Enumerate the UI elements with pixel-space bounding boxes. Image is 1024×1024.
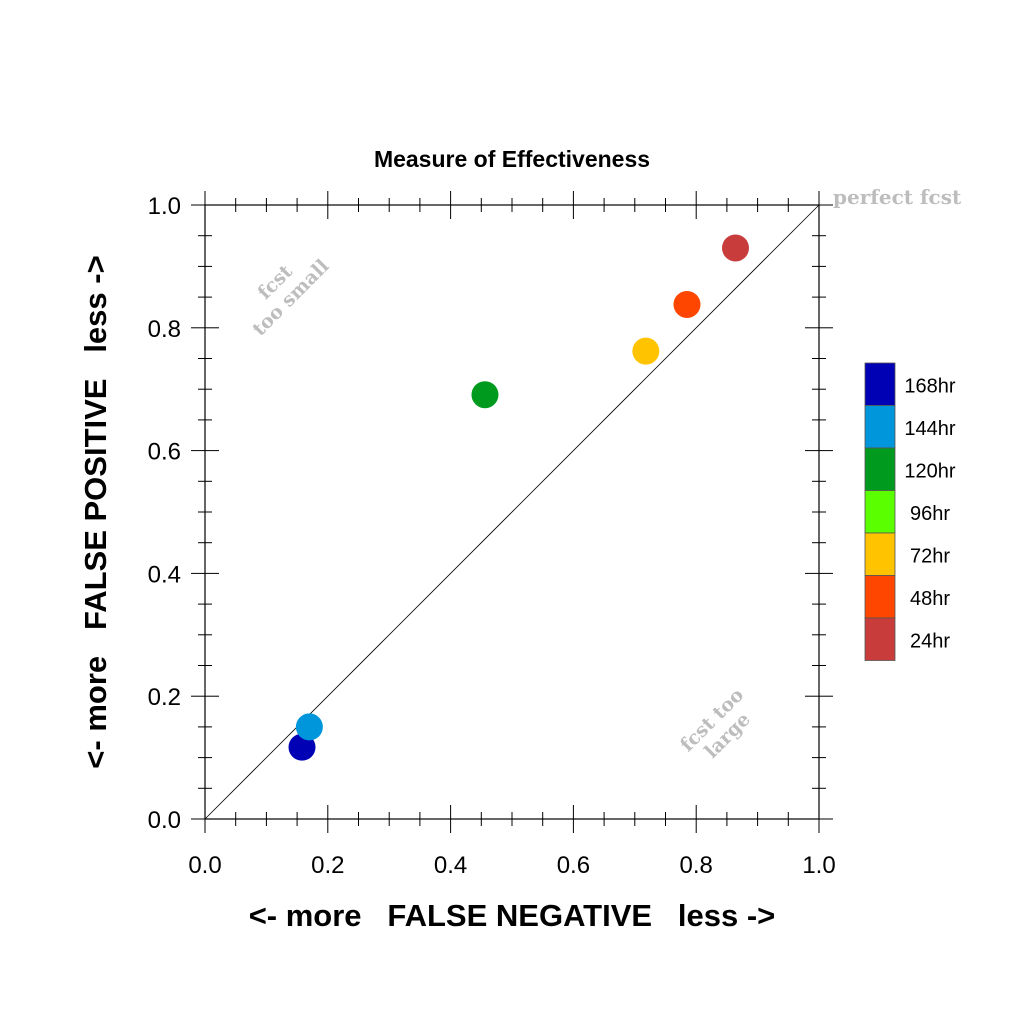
y-tick-label: 0.4 (148, 561, 181, 588)
chart-title: Measure of Effectiveness (374, 146, 650, 172)
y-tick-label: 0.8 (148, 316, 181, 343)
legend-swatch-144hr (864, 405, 896, 449)
point-120hr (471, 381, 499, 409)
point-48hr (673, 290, 701, 318)
legend-swatch-48hr (864, 575, 896, 619)
legend-label-48hr: 48hr (910, 588, 950, 610)
legend: 168hr 144hr 120hr 96hr 72hr 48hr 24hr (864, 362, 956, 661)
plot-axes: 0.0 0.2 0.4 0.6 0.8 1.0 0.0 0.2 0.4 0.6 0.8 1.0 (148, 191, 836, 879)
legend-label-144hr: 144hr (904, 418, 955, 440)
too-small-line2: too small (248, 255, 333, 340)
legend-swatch-168hr (864, 362, 896, 406)
x-tick-label: 0.2 (311, 852, 344, 879)
legend-swatch-72hr (864, 532, 896, 576)
legend-label-72hr: 72hr (910, 545, 950, 567)
y-tick-label: 0.6 (148, 439, 181, 466)
too-small-annotation: fcst too small (248, 255, 333, 340)
x-tick-label: 1.0 (802, 852, 835, 879)
legend-label-168hr: 168hr (904, 375, 955, 397)
x-tick-label: 0.4 (434, 852, 467, 879)
legend-label-120hr: 120hr (904, 460, 955, 482)
y-tick-label: 0.0 (148, 807, 181, 834)
point-72hr (632, 337, 660, 365)
legend-swatch-24hr (864, 617, 896, 661)
legend-swatch-120hr (864, 447, 896, 491)
y-axis-label: <- more FALSE POSITIVE less -> (78, 255, 113, 768)
legend-label-24hr: 24hr (910, 630, 950, 652)
perfect-fcst-annotation: perfect fcst (833, 185, 962, 209)
point-24hr (721, 234, 749, 262)
point-144hr (295, 713, 323, 741)
x-tick-label: 0.6 (557, 852, 590, 879)
too-large-annotation: fcst too large (676, 684, 755, 763)
point-168hr (288, 733, 316, 761)
y-tick-label: 1.0 (148, 193, 181, 220)
data-points (288, 234, 749, 761)
legend-swatch-96hr (864, 490, 896, 534)
x-tick-label: 0.0 (188, 852, 221, 879)
legend-label-96hr: 96hr (910, 503, 950, 525)
x-tick-label: 0.8 (680, 852, 713, 879)
y-tick-label: 0.2 (148, 684, 181, 711)
x-axis-label: <- more FALSE NEGATIVE less -> (249, 898, 776, 933)
